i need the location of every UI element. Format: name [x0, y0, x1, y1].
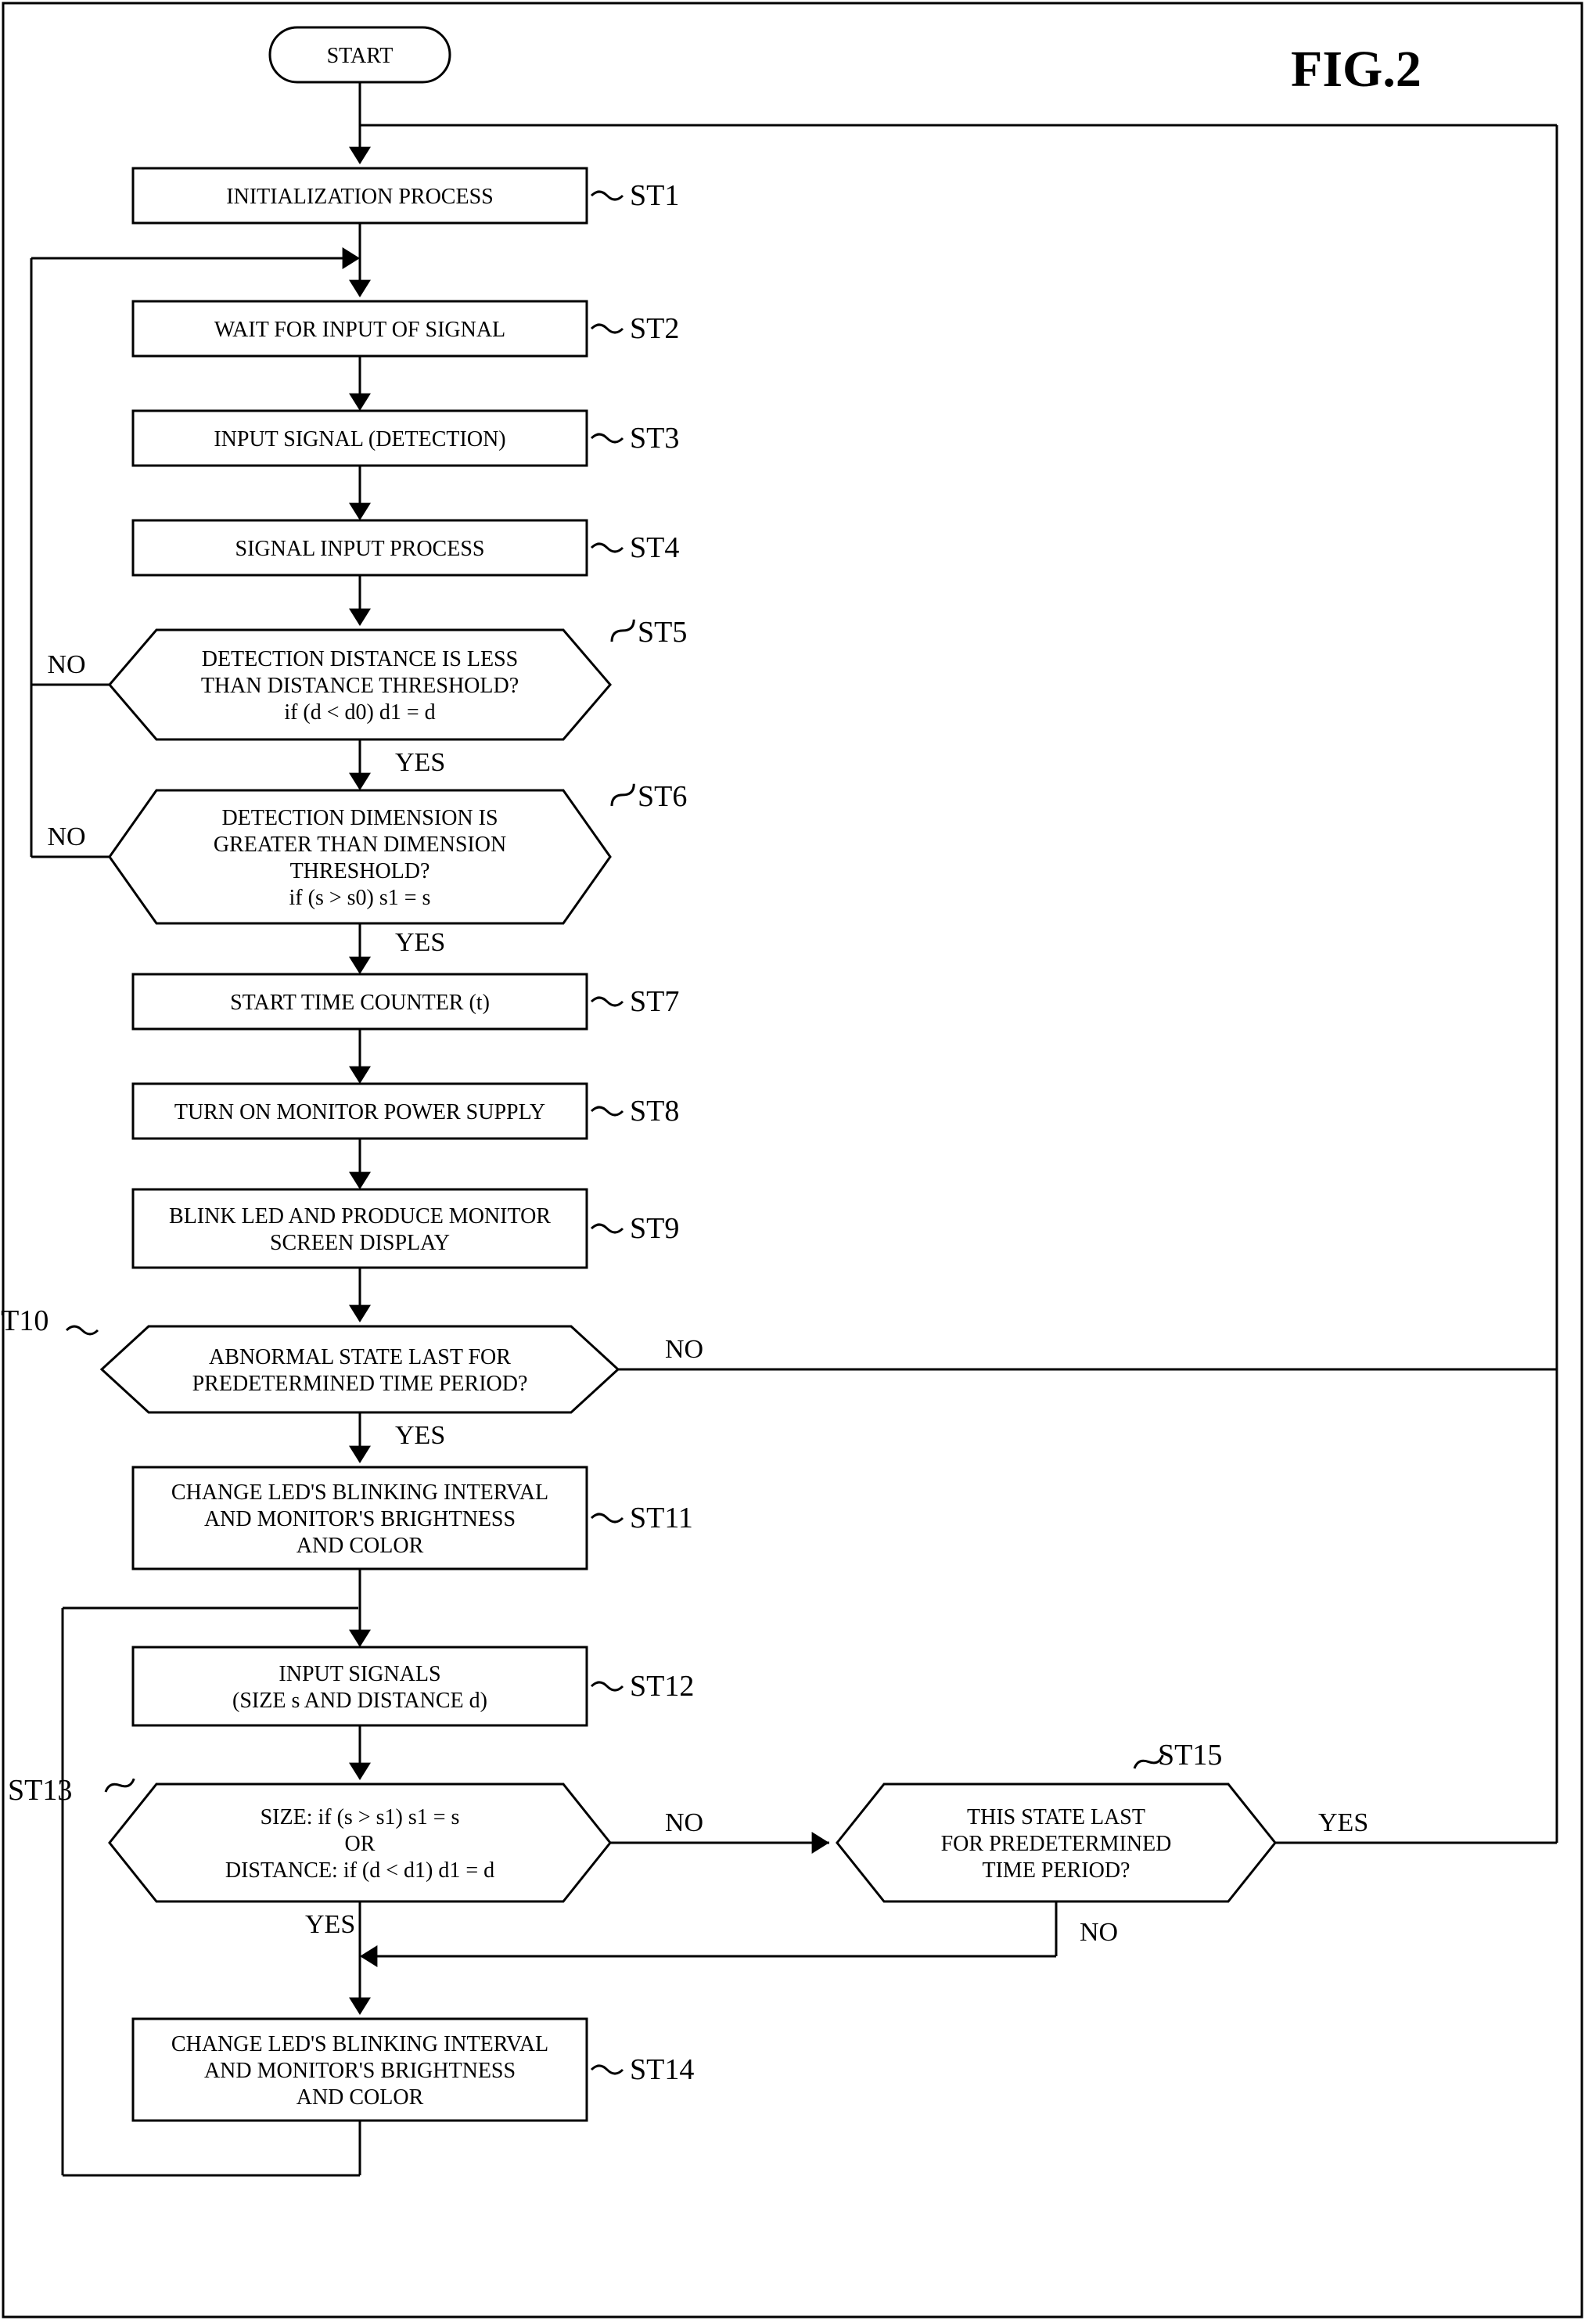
- step-tag-st10: ST10: [0, 1304, 49, 1337]
- svg-text:SIZE: if (s > s1) s1 = s: SIZE: if (s > s1) s1 = s: [261, 1805, 460, 1829]
- st11-box: CHANGE LED'S BLINKING INTERVALAND MONITO…: [133, 1467, 587, 1569]
- st15-decision: THIS STATE LAST FOR PREDETERMINEDTIME PER…: [837, 1784, 1275, 1901]
- st5-yes: YES: [395, 748, 445, 777]
- st10-no: NO: [665, 1335, 703, 1364]
- svg-text:BLINK LED AND PRODUCE MONITOR: BLINK LED AND PRODUCE MONITOR: [169, 1204, 551, 1229]
- svg-text:ST5: ST5: [638, 616, 687, 649]
- st13-decision: SIZE: if (s > s1) s1 = s ORDISTANCE: if (…: [110, 1784, 610, 1901]
- svg-text:ST15: ST15: [1158, 1739, 1222, 1772]
- svg-text:ST9: ST9: [630, 1212, 679, 1245]
- svg-text:ST7: ST7: [630, 985, 679, 1018]
- svg-text:AND MONITOR'S BRIGHTNESS: AND MONITOR'S BRIGHTNESS: [204, 1507, 516, 1531]
- svg-text:ST11: ST11: [630, 1502, 693, 1534]
- svg-text:if (s > s0) s1 = s: if (s > s0) s1 = s: [289, 886, 431, 910]
- svg-text:INITIALIZATION PROCESS: INITIALIZATION PROCESS: [226, 185, 493, 209]
- step-tag-st12: ST12: [630, 1670, 694, 1703]
- svg-text:CHANGE LED'S BLINKING INTERVAL: CHANGE LED'S BLINKING INTERVAL: [171, 1480, 548, 1505]
- svg-text:ST8: ST8: [630, 1095, 679, 1128]
- svg-text:FOR PREDETERMINED: FOR PREDETERMINED: [941, 1832, 1172, 1856]
- step-tag-st1: ST1: [630, 179, 679, 212]
- st10-decision: ABNORMAL STATE LAST FOR PREDETERMINED TIM…: [102, 1326, 618, 1412]
- svg-text:ST6: ST6: [638, 780, 687, 813]
- svg-text:AND COLOR: AND COLOR: [297, 1534, 424, 1558]
- svg-text:TIME PERIOD?: TIME PERIOD?: [983, 1858, 1130, 1883]
- svg-text:if (d < d0) d1 = d: if (d < d0) d1 = d: [284, 700, 435, 725]
- st2-box: WAIT FOR INPUT OF SIGNAL: [133, 301, 587, 356]
- svg-text:AND COLOR: AND COLOR: [297, 2085, 424, 2110]
- step-tag-st5: ST5: [638, 616, 687, 649]
- st4-box: SIGNAL INPUT PROCESS: [133, 520, 587, 575]
- svg-text:CHANGE LED'S BLINKING INTERVAL: CHANGE LED'S BLINKING INTERVAL: [171, 2032, 548, 2056]
- svg-text:THIS STATE LAST: THIS STATE LAST: [967, 1805, 1145, 1829]
- st8-box: TURN ON MONITOR POWER SUPPLY: [133, 1084, 587, 1139]
- start-terminator: START: [270, 27, 450, 82]
- st6-no: NO: [47, 822, 85, 851]
- svg-text:INPUT SIGNALS: INPUT SIGNALS: [279, 1662, 440, 1686]
- st3-box: INPUT SIGNAL (DETECTION): [133, 411, 587, 466]
- svg-text:START TIME COUNTER (t): START TIME COUNTER (t): [230, 991, 490, 1015]
- st6-decision: DETECTION DIMENSION IS GREATER THAN DIMEN…: [110, 790, 610, 923]
- step-tag-st11: ST11: [630, 1502, 693, 1534]
- svg-text:GREATER THAN DIMENSION: GREATER THAN DIMENSION: [214, 833, 506, 857]
- svg-text:SCREEN DISPLAY: SCREEN DISPLAY: [270, 1231, 450, 1255]
- st9-box: BLINK LED AND PRODUCE MONITORSCREEN DISP…: [133, 1189, 587, 1268]
- st10-yes: YES: [395, 1421, 445, 1450]
- st5-no: NO: [47, 650, 85, 679]
- step-tag-st3: ST3: [630, 422, 679, 455]
- st12-box: INPUT SIGNALS (SIZE s AND DISTANCE d): [133, 1647, 587, 1725]
- st7-box: START TIME COUNTER (t): [133, 974, 587, 1029]
- step-tag-st4: ST4: [630, 531, 679, 564]
- st13-no: NO: [665, 1808, 703, 1837]
- step-tag-st2: ST2: [630, 312, 679, 345]
- step-tag-st15: ST15: [1158, 1739, 1222, 1772]
- svg-text:DETECTION DISTANCE IS LESS: DETECTION DISTANCE IS LESS: [202, 647, 519, 671]
- svg-text:WAIT FOR INPUT OF SIGNAL: WAIT FOR INPUT OF SIGNAL: [214, 318, 505, 342]
- svg-text:THAN DISTANCE THRESHOLD?: THAN DISTANCE THRESHOLD?: [201, 674, 519, 698]
- svg-text:INPUT SIGNAL (DETECTION): INPUT SIGNAL (DETECTION): [214, 427, 505, 451]
- svg-text:PREDETERMINED TIME PERIOD?: PREDETERMINED TIME PERIOD?: [192, 1372, 528, 1396]
- svg-text:SIGNAL INPUT PROCESS: SIGNAL INPUT PROCESS: [235, 537, 485, 561]
- svg-text:(SIZE s AND DISTANCE d): (SIZE s AND DISTANCE d): [232, 1689, 487, 1713]
- svg-text:ST14: ST14: [630, 2053, 694, 2086]
- svg-text:ST10: ST10: [0, 1304, 49, 1337]
- figure-title: FIG.2: [1291, 41, 1421, 98]
- st1-box: INITIALIZATION PROCESS: [133, 168, 587, 223]
- st15-yes: YES: [1318, 1808, 1368, 1837]
- step-tag-st14: ST14: [630, 2053, 694, 2086]
- st15-no: NO: [1080, 1918, 1118, 1947]
- st6-yes: YES: [395, 928, 445, 957]
- step-tag-st7: ST7: [630, 985, 679, 1018]
- st13-yes: YES: [305, 1910, 355, 1939]
- svg-text:ST12: ST12: [630, 1670, 694, 1703]
- svg-text:ABNORMAL STATE LAST FOR: ABNORMAL STATE LAST FOR: [209, 1345, 511, 1369]
- svg-text:START: START: [327, 44, 394, 68]
- svg-text:OR: OR: [345, 1832, 376, 1856]
- svg-text:TURN ON MONITOR POWER SUPPLY: TURN ON MONITOR POWER SUPPLY: [174, 1100, 545, 1124]
- svg-text:DETECTION DIMENSION IS: DETECTION DIMENSION IS: [221, 806, 498, 830]
- st14-box: CHANGE LED'S BLINKING INTERVAL AND MONITO…: [133, 2019, 587, 2121]
- svg-text:THRESHOLD?: THRESHOLD?: [290, 859, 430, 883]
- flowchart: FIG.2 START INITIALIZATION PROCESS ST1 WAIT …: [0, 0, 1585, 2320]
- svg-text:ST3: ST3: [630, 422, 679, 455]
- step-tag-st8: ST8: [630, 1095, 679, 1128]
- svg-text:ST2: ST2: [630, 312, 679, 345]
- step-tag-st6: ST6: [638, 780, 687, 813]
- svg-text:ST4: ST4: [630, 531, 679, 564]
- step-tag-st9: ST9: [630, 1212, 679, 1245]
- svg-text:ST1: ST1: [630, 179, 679, 212]
- svg-text:AND MONITOR'S BRIGHTNESS: AND MONITOR'S BRIGHTNESS: [204, 2059, 516, 2083]
- svg-text:DISTANCE: if (d < d1) d1 = d: DISTANCE: if (d < d1) d1 = d: [225, 1858, 494, 1883]
- st5-decision: DETECTION DISTANCE IS LESS THAN DISTANCE …: [110, 630, 610, 739]
